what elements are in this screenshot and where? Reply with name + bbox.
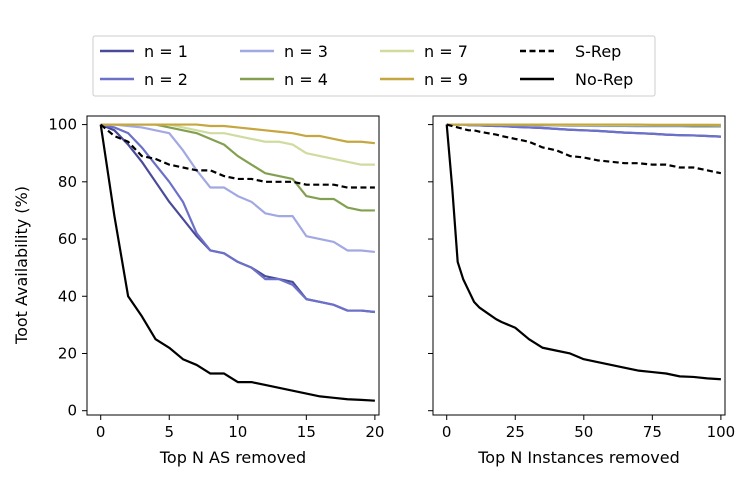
left-series-norep bbox=[99, 124, 375, 402]
legend-frame bbox=[92, 35, 656, 97]
left-y-tick-label: 40 bbox=[58, 287, 77, 305]
left-series-n9 bbox=[100, 123, 376, 145]
legend-label-n2: n = 2 bbox=[144, 70, 188, 89]
right-series-srep bbox=[446, 123, 722, 175]
legend-label-srep: S-Rep bbox=[575, 42, 621, 61]
legend-label-n3: n = 3 bbox=[284, 42, 328, 61]
right-x-tick-label: 75 bbox=[643, 423, 662, 441]
left-y-tick-label: 80 bbox=[58, 173, 77, 191]
right-x-tick-label: 25 bbox=[506, 423, 525, 441]
left-series-n2 bbox=[100, 123, 376, 314]
left-panel: 0 5 10 15 20 0 20 40 60 80 100 Top N AS removed To… bbox=[12, 115, 384, 467]
left-series-n4 bbox=[100, 123, 375, 212]
left-y-tick-label: 100 bbox=[48, 116, 77, 134]
left-axes-frame bbox=[86, 115, 380, 416]
legend-label-n4: n = 4 bbox=[284, 70, 328, 89]
y-axis-label: Toot Availability (%) bbox=[12, 186, 31, 345]
left-series-n1 bbox=[100, 123, 376, 314]
left-series-srep bbox=[100, 123, 375, 189]
legend-label-norep: No-Rep bbox=[575, 70, 633, 89]
right-panel: 0 25 50 75 100 Top N Instances removed bbox=[428, 115, 736, 467]
left-y-tick-label: 0 bbox=[67, 402, 77, 420]
right-axes-frame bbox=[432, 115, 726, 416]
left-y-tick-label: 60 bbox=[58, 230, 77, 248]
right-x-tick-label: 50 bbox=[574, 423, 593, 441]
left-x-tick-label: 20 bbox=[365, 423, 384, 441]
legend-label-n1: n = 1 bbox=[144, 42, 188, 61]
legend-label-n9: n = 9 bbox=[424, 70, 468, 89]
right-series-norep bbox=[445, 124, 721, 381]
left-x-tick-label: 10 bbox=[228, 423, 247, 441]
legend: n = 1 n = 2 n = 3 n = 4 n = 7 n = 9 S-Rep No-Re… bbox=[92, 35, 656, 97]
left-y-tick-label: 20 bbox=[58, 344, 77, 362]
left-x-axis-label: Top N AS removed bbox=[159, 448, 306, 467]
right-x-tick-label: 0 bbox=[442, 423, 452, 441]
right-x-axis-label: Top N Instances removed bbox=[477, 448, 680, 467]
right-x-tick-label: 100 bbox=[707, 423, 736, 441]
left-series-n7 bbox=[100, 123, 375, 166]
legend-label-n7: n = 7 bbox=[424, 42, 468, 61]
left-x-tick-label: 5 bbox=[164, 423, 174, 441]
left-x-tick-label: 0 bbox=[96, 423, 106, 441]
left-series-n3 bbox=[100, 123, 376, 254]
left-x-tick-label: 15 bbox=[297, 423, 316, 441]
